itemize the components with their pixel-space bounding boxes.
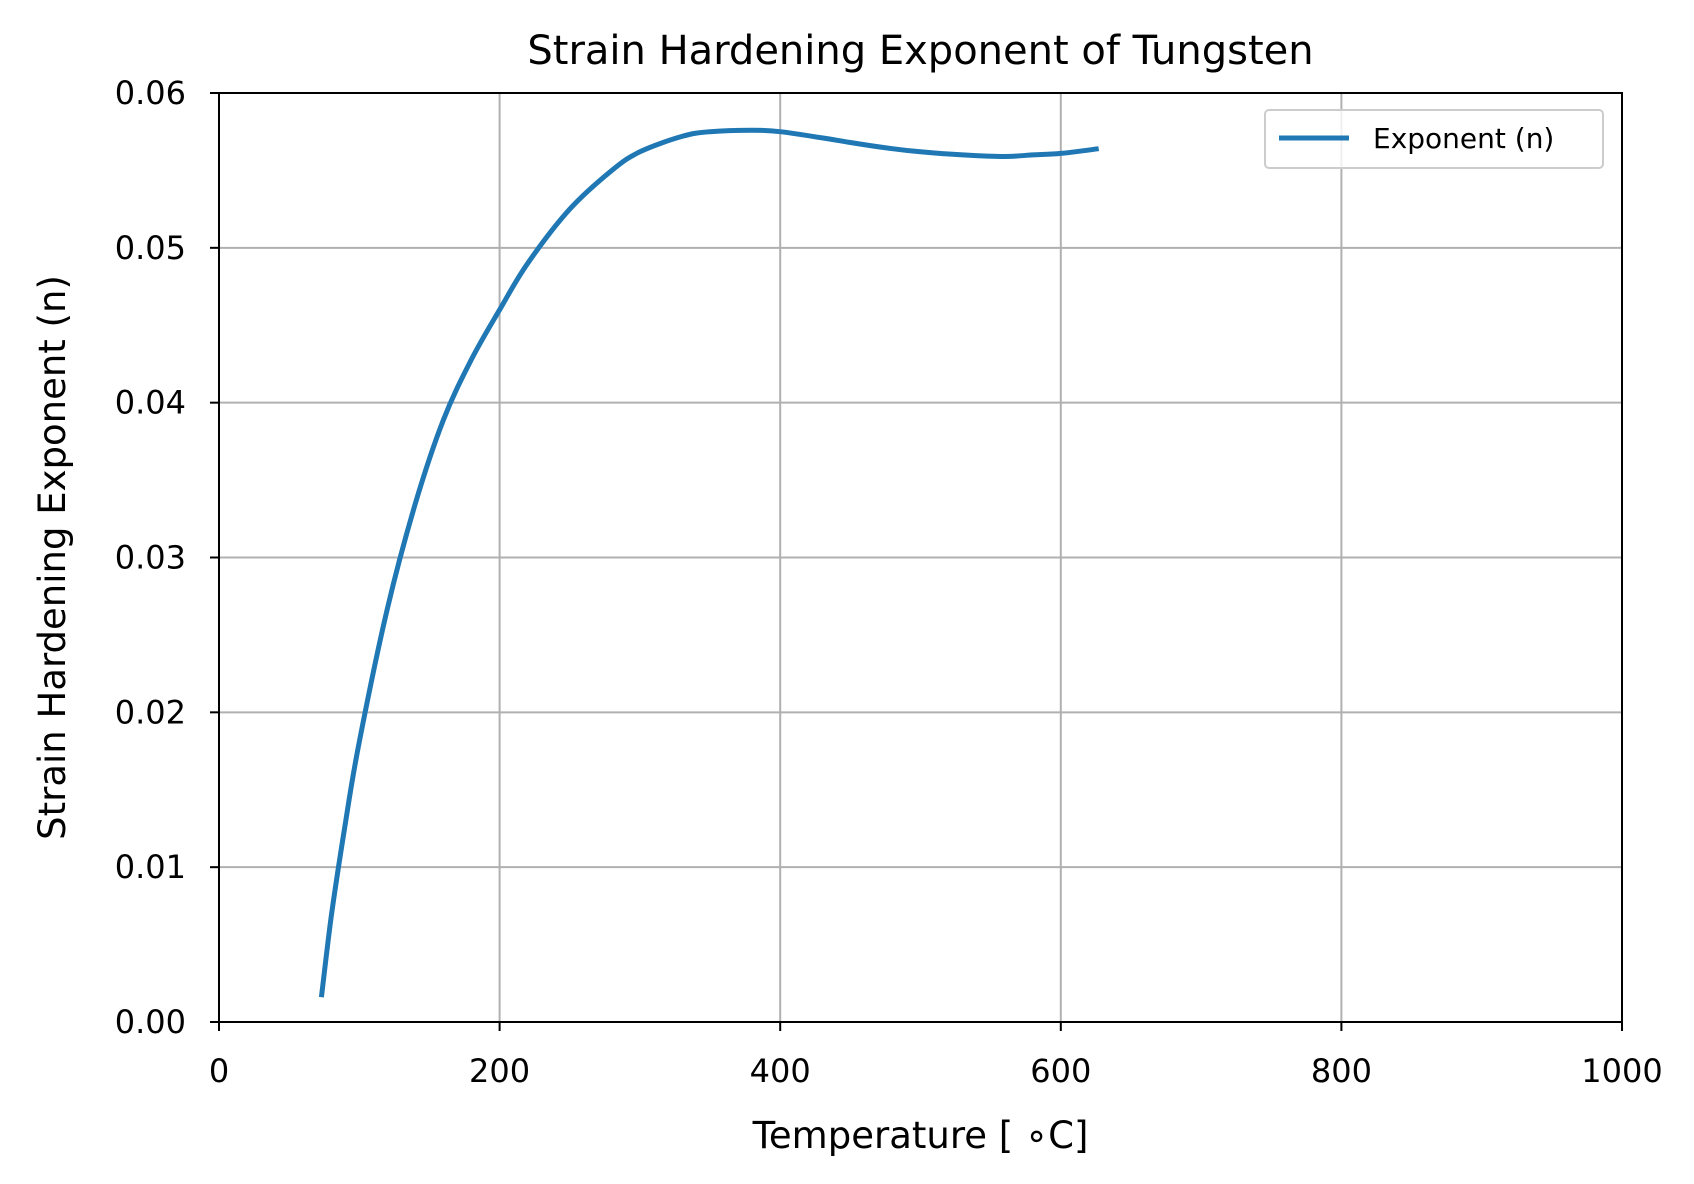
legend-box xyxy=(1264,109,1604,169)
y-tick-label: 0.04 xyxy=(115,384,186,422)
y-tick-label: 0.06 xyxy=(115,74,186,112)
series-line-exponent-n xyxy=(318,127,1100,998)
x-tick-label: 1000 xyxy=(1581,1052,1662,1090)
x-tick-label: 0 xyxy=(209,1052,229,1090)
y-tick-label: 0.03 xyxy=(115,539,186,577)
y-tick-label: 0.01 xyxy=(115,848,186,886)
series-layer xyxy=(318,127,1100,998)
y-tick-label: 0.02 xyxy=(115,693,186,731)
chart-title: Strain Hardening Exponent of Tungsten xyxy=(527,28,1313,74)
y-axis-title: Strain Hardening Exponent (n) xyxy=(31,275,74,840)
legend-label: Exponent (n) xyxy=(1373,122,1554,155)
x-axis-title: Temperature [ ∘C] xyxy=(752,1114,1089,1157)
y-tick-label: 0.05 xyxy=(115,229,186,267)
legend: Exponent (n) xyxy=(1264,109,1604,169)
x-tick-label: 400 xyxy=(750,1052,811,1090)
x-tick-label: 800 xyxy=(1311,1052,1372,1090)
x-tick-label: 200 xyxy=(469,1052,530,1090)
x-tick-label: 600 xyxy=(1030,1052,1091,1090)
y-tick-label: 0.00 xyxy=(115,1003,186,1041)
ticks: 0 200 400 600 800 1000 0.00 0.01 0.02 0.03 0.04 0.0… xyxy=(115,74,1663,1090)
